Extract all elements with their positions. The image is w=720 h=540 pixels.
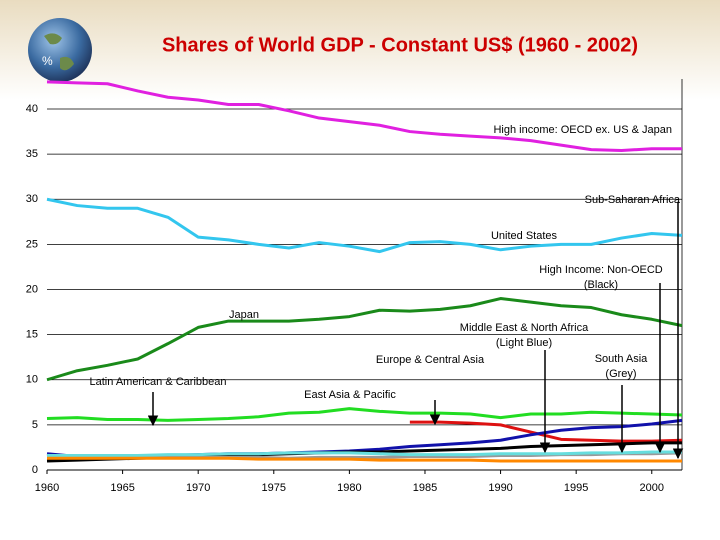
x-tick-label: 1975 [262,482,286,494]
annotation: (Grey) [605,368,636,380]
x-tick-label: 1980 [337,482,361,494]
x-tick-label: 2000 [640,482,664,494]
annotation: Japan [229,309,259,321]
y-tick-label: 15 [26,329,38,341]
x-tick-label: 1990 [488,482,512,494]
series-line [409,420,683,443]
y-tick-label: 10 [26,374,38,386]
y-tick-label: 20 [26,283,38,295]
y-tick-label: 0 [32,464,38,476]
series-line [46,80,682,153]
annotation: South Asia [595,353,648,365]
x-tick-label: 1995 [564,482,588,494]
annotation: United States [491,230,558,242]
annotation: Sub-Saharan Africa [585,194,681,206]
annotation: (Light Blue) [496,337,552,349]
globe-icon [28,18,92,82]
globe-land [44,33,74,71]
x-tick-label: 1985 [413,482,437,494]
annotation: East Asia & Pacific [304,389,396,401]
annotation: (Black) [584,279,618,291]
x-tick-label: 1970 [186,482,210,494]
y-tick-label: 5 [32,419,38,431]
series-line [46,297,683,382]
series-line [47,456,682,463]
y-tick-label: 25 [26,238,38,250]
header-background [0,0,720,100]
y-tick-label: 30 [26,193,38,205]
series-line [47,450,682,458]
annotation: Europe & Central Asia [376,354,485,366]
chart-title: Shares of World GDP - Constant US$ (1960… [162,34,638,56]
annotation: Latin American & Caribbean [90,376,227,388]
globe-badge: % [42,54,53,68]
annotation: Middle East & North Africa [460,322,589,334]
series-line [46,407,683,422]
x-tick-label: 1960 [35,482,59,494]
series-line [46,197,683,254]
y-tick-label: 40 [26,103,38,115]
y-tick-label: 35 [26,148,38,160]
annotation: High income: OECD ex. US & Japan [493,124,672,136]
x-tick-label: 1965 [110,482,134,494]
annotation: High Income: Non-OECD [539,264,663,276]
